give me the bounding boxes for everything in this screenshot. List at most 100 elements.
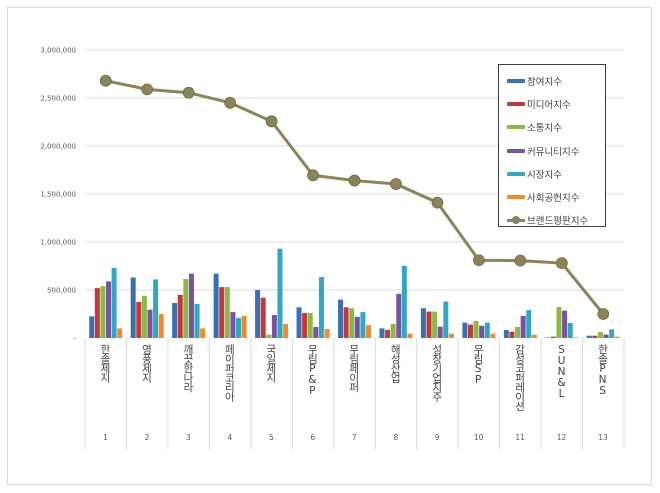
bar-미디어지수 [385,330,391,338]
bar-미디어지수 [509,331,515,338]
bar-참여지수 [296,307,302,338]
bar-사회공헌지수 [573,337,579,338]
category-label: 한솔PNS [583,344,624,399]
bar-시장지수 [153,279,159,338]
bar-커뮤니티지수 [437,326,443,338]
bar-커뮤니티지수 [396,293,402,338]
bar-소통지수 [100,286,106,338]
bar-참여지수 [89,316,95,338]
category-label: 성창기업지주 [417,344,458,404]
bar-참여지수 [213,273,219,338]
bar-사회공헌지수 [158,314,164,338]
line-marker [390,178,402,190]
bar-커뮤니티지수 [313,326,319,338]
bar-사회공헌지수 [241,315,247,338]
bar-참여지수 [462,322,468,338]
rank-label: 9 [434,433,440,442]
rank-label: 7 [351,433,357,442]
category-label: 무림P&P [292,344,333,399]
y-tick-label: 3,000,000 [40,47,76,55]
bar-소통지수 [597,332,603,338]
line-marker [307,169,319,182]
bar-소통지수 [266,334,272,338]
y-tick-label: 1,500,000 [40,191,76,199]
category-label: 감성코퍼레이션 [500,344,541,414]
legend-label: 커뮤니티지수 [527,146,580,158]
category-label-text: 영풍제지 [140,344,153,382]
rank-label: 5 [268,433,274,442]
legend-swatch [507,148,525,153]
bar-참여지수 [545,337,551,339]
line-marker [182,86,195,99]
line-marker [348,174,361,187]
rank-label: 12 [556,433,567,442]
rank-label: 1 [103,433,108,442]
y-tick-label: 2,000,000 [40,143,76,151]
bar-소통지수 [349,308,355,338]
rank-label: 13 [598,433,608,442]
bar-참여지수 [420,308,426,338]
category-label-text: 한솔제지 [99,344,111,382]
category-label: 무림페이퍼 [334,344,375,395]
rank-label: 6 [310,433,316,442]
bar-커뮤니티지수 [562,310,568,338]
bar-시장지수 [526,310,532,338]
bar-사회공헌지수 [117,328,123,338]
bar-참여지수 [379,328,385,338]
bar-사회공헌지수 [324,328,330,338]
line-marker [597,308,610,320]
category-label-text: 무림페이퍼 [347,344,360,392]
bar-시장지수 [360,312,366,338]
category-label: 페이퍼코리아 [209,344,250,404]
bar-사회공헌지수 [283,324,289,338]
line-marker [472,254,485,267]
bar-사회공헌지수 [200,328,206,338]
legend-label: 사회공헌지수 [527,193,580,205]
category-label-text: 한솔PNS [596,344,609,396]
legend-item: 참여지수 [507,69,605,92]
rank-label: 11 [515,433,525,442]
bar-소통지수 [515,326,521,338]
legend-swatch [507,195,525,200]
bar-참여지수 [130,277,136,338]
bar-미디어지수 [467,324,473,338]
bar-커뮤니티지수 [230,312,236,338]
bar-미디어지수 [219,287,225,338]
category-label-text: 깨끗한나라 [181,344,194,392]
legend: 참여지수 미디어지수 소통지수 커뮤니티지수 시장지수 사회공헌지수 브랜드평판지수 [498,64,606,227]
legend-swatch [507,171,525,176]
legend-item: 사회공헌지수 [507,185,605,208]
bar-참여지수 [172,302,178,338]
bar-소통지수 [556,306,562,338]
bar-커뮤니티지수 [106,281,112,338]
category-label-text: 성창기업지주 [430,344,443,401]
bar-소통지수 [224,287,230,338]
legend-label: 브랜드평판지수 [527,216,589,228]
bar-미디어지수 [343,307,349,338]
legend-label: 시장지수 [527,169,562,181]
bar-시장지수 [443,301,449,338]
bar-미디어지수 [550,336,556,338]
category-label: 깨끗한나라 [168,344,209,395]
category-label-text: 페이퍼코리아 [223,344,236,401]
line-marker [431,196,444,209]
line-marker [141,83,154,96]
legend-item: 소통지수 [507,116,605,139]
rank-label: 2 [144,433,150,442]
bar-미디어지수 [177,294,183,338]
y-tick-label: - [73,335,76,343]
bar-사회공헌지수 [448,333,454,338]
bar-시장지수 [609,329,615,338]
bar-시장지수 [318,277,324,338]
category-label-text: SUN&L [555,344,568,399]
legend-item: 커뮤니티지수 [507,139,605,162]
bar-시장지수 [277,248,283,338]
category-label-text: 국일제지 [264,344,277,382]
bar-시장지수 [194,303,200,338]
category-label: 무림SP [458,344,499,388]
category-label-text: 무림SP [472,344,485,385]
line-marker [514,254,527,267]
category-label: 영풍제지 [126,344,167,385]
y-tick-label: 1,000,000 [40,239,76,247]
legend-item: 시장지수 [507,162,605,185]
